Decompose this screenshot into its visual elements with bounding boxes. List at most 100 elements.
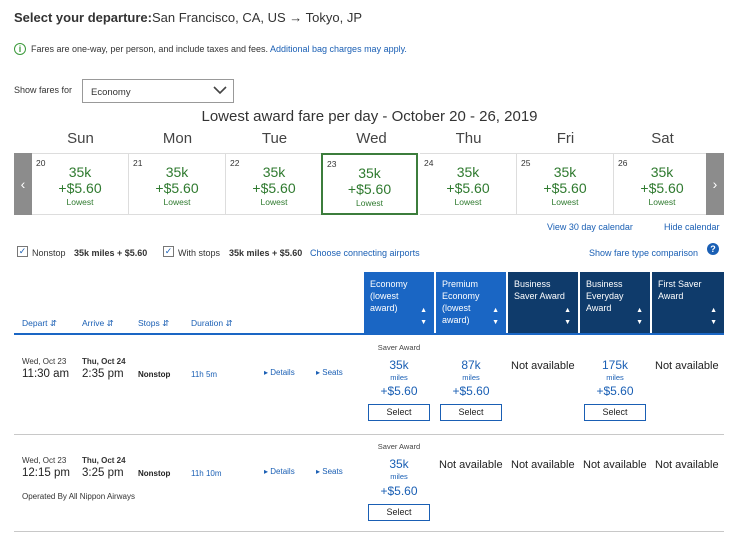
seats-link[interactable]: ▸ Seats xyxy=(316,368,343,377)
table-header-divider xyxy=(14,333,724,335)
calendar-day-fri[interactable]: 25 35k +$5.60 Lowest xyxy=(517,153,614,215)
seats-link[interactable]: ▸ Seats xyxy=(316,467,343,476)
with-stops-price: 35k miles + $5.60 xyxy=(229,248,303,258)
fare-miles: 87k xyxy=(461,358,481,372)
caret-right-icon: ▸ xyxy=(264,467,269,476)
column-first-saver-label: First Saver Award xyxy=(658,279,702,301)
fare-unit: miles xyxy=(390,472,408,481)
day-fee: +$5.60 xyxy=(543,180,587,196)
select-button[interactable]: Select xyxy=(368,404,430,421)
fare-unit: miles xyxy=(462,373,480,382)
day-number: 22 xyxy=(230,158,240,168)
calendar-day-thu[interactable]: 24 35k +$5.60 Lowest xyxy=(420,153,517,215)
depart-time: 11:30 am xyxy=(22,368,70,380)
details-link-label: Details xyxy=(270,467,295,476)
details-link[interactable]: ▸ Details xyxy=(264,467,295,476)
day-tag: Lowest xyxy=(260,197,288,207)
nonstop-label: Nonstop xyxy=(32,248,66,258)
chevron-right-icon: › xyxy=(712,176,718,192)
sort-stops[interactable]: Stops ⇵ xyxy=(138,318,169,329)
sort-icon: ⇵ xyxy=(49,318,58,328)
seats-link-label: Seats xyxy=(322,467,343,476)
day-number: 26 xyxy=(618,158,628,168)
column-premium-economy-label: Premium Economy (lowest award) xyxy=(442,279,480,325)
arrive-time: 2:35 pm xyxy=(82,368,124,380)
duration: 11h 5m xyxy=(191,370,218,379)
day-tag: Lowest xyxy=(551,197,579,207)
hide-calendar-link[interactable]: Hide calendar xyxy=(664,222,720,232)
sort-arrive[interactable]: Arrive ⇵ xyxy=(82,318,114,329)
fare-comparison-link[interactable]: Show fare type comparison xyxy=(589,248,699,258)
column-economy-label: Economy (lowest award) xyxy=(370,279,408,313)
award-type: Saver Award xyxy=(377,343,421,352)
day-fee: +$5.60 xyxy=(446,180,490,196)
day-number: 20 xyxy=(36,158,46,168)
select-button[interactable]: Select xyxy=(368,504,430,521)
fare-unit: miles xyxy=(606,373,624,382)
fare-miles: 35k xyxy=(389,457,409,471)
details-link[interactable]: ▸ Details xyxy=(264,368,295,377)
with-stops-checkbox[interactable]: ✓ xyxy=(163,246,174,257)
column-premium-economy[interactable]: Premium Economy (lowest award) ▲ ▼ xyxy=(436,272,506,334)
depart-date: Wed, Oct 23 xyxy=(22,456,67,465)
column-first-saver[interactable]: First Saver Award ▲ ▼ xyxy=(652,272,724,334)
arrive-time: 3:25 pm xyxy=(82,467,124,479)
calendar-day-wed[interactable]: 23 35k +$5.60 Lowest xyxy=(321,153,418,215)
day-miles: 35k xyxy=(456,164,480,180)
not-available: Not available xyxy=(655,360,719,372)
fare-unit: miles xyxy=(390,373,408,382)
operated-by: Operated By All Nippon Airways xyxy=(22,492,135,501)
day-name: Sun xyxy=(67,130,94,147)
row-divider xyxy=(14,434,724,435)
column-business-everyday-label: Business Everyday Award xyxy=(586,279,624,313)
view-30-day-link[interactable]: View 30 day calendar xyxy=(547,222,633,232)
day-name: Sat xyxy=(651,130,674,147)
stops: Nonstop xyxy=(138,370,171,379)
calendar-prev-button[interactable]: ‹ xyxy=(14,153,32,215)
day-name: Mon xyxy=(162,130,193,147)
fare-notice-text: Fares are one-way, per person, and inclu… xyxy=(31,44,268,54)
day-miles: 35k xyxy=(68,164,92,180)
nonstop-checkbox[interactable]: ✓ xyxy=(17,246,28,257)
sort-icon: ▲ ▼ xyxy=(492,307,499,326)
sort-icon: ▲ ▼ xyxy=(636,307,643,326)
day-fee: +$5.60 xyxy=(155,180,199,196)
sort-icon: ▲ ▼ xyxy=(710,307,717,326)
connecting-airports-link[interactable]: Choose connecting airports xyxy=(310,248,420,258)
day-miles: 35k xyxy=(165,164,189,180)
day-number: 25 xyxy=(521,158,531,168)
day-name: Tue xyxy=(261,130,288,147)
help-icon[interactable]: ? xyxy=(707,243,719,255)
sort-depart[interactable]: Depart ⇵ xyxy=(22,318,57,329)
show-fares-label: Show fares for xyxy=(14,85,73,95)
caret-right-icon: ▸ xyxy=(316,467,321,476)
calendar-strip: ‹ 20 35k +$5.60 Lowest 21 35k +$5.60 Low… xyxy=(14,153,724,215)
column-business-saver[interactable]: Business Saver Award ▲ ▼ xyxy=(508,272,578,334)
day-fee: +$5.60 xyxy=(58,180,102,196)
select-button[interactable]: Select xyxy=(584,404,646,421)
details-link-label: Details xyxy=(270,368,295,377)
day-number: 24 xyxy=(424,158,434,168)
sort-duration-label: Duration xyxy=(191,318,224,328)
column-business-everyday[interactable]: Business Everyday Award ▲ ▼ xyxy=(580,272,650,334)
with-stops-label: With stops xyxy=(178,248,221,258)
calendar-day-sat[interactable]: 26 35k +$5.60 Lowest xyxy=(614,153,711,215)
day-miles: 35k xyxy=(262,164,286,180)
day-fee: +$5.60 xyxy=(347,181,392,197)
cabin-select-value: Economy xyxy=(91,87,131,98)
calendar-day-mon[interactable]: 21 35k +$5.60 Lowest xyxy=(129,153,226,215)
sort-duration[interactable]: Duration ⇵ xyxy=(191,318,233,329)
calendar-title: Lowest award fare per day - October 20 -… xyxy=(201,108,538,125)
award-type: Saver Award xyxy=(377,442,421,451)
calendar-next-button[interactable]: › xyxy=(706,153,724,215)
day-fee: +$5.60 xyxy=(640,180,684,196)
calendar-day-tue[interactable]: 22 35k +$5.60 Lowest xyxy=(226,153,323,215)
nonstop-price: 35k miles + $5.60 xyxy=(74,248,148,258)
cabin-select[interactable]: Economy xyxy=(82,79,234,103)
select-button[interactable]: Select xyxy=(440,404,502,421)
calendar-day-sun[interactable]: 20 35k +$5.60 Lowest xyxy=(32,153,129,215)
column-economy[interactable]: Economy (lowest award) ▲ ▼ xyxy=(364,272,434,334)
caret-right-icon: ▸ xyxy=(316,368,321,377)
column-business-saver-label: Business Saver Award xyxy=(514,279,565,301)
bag-charges-link[interactable]: Additional bag charges may apply. xyxy=(270,44,407,54)
